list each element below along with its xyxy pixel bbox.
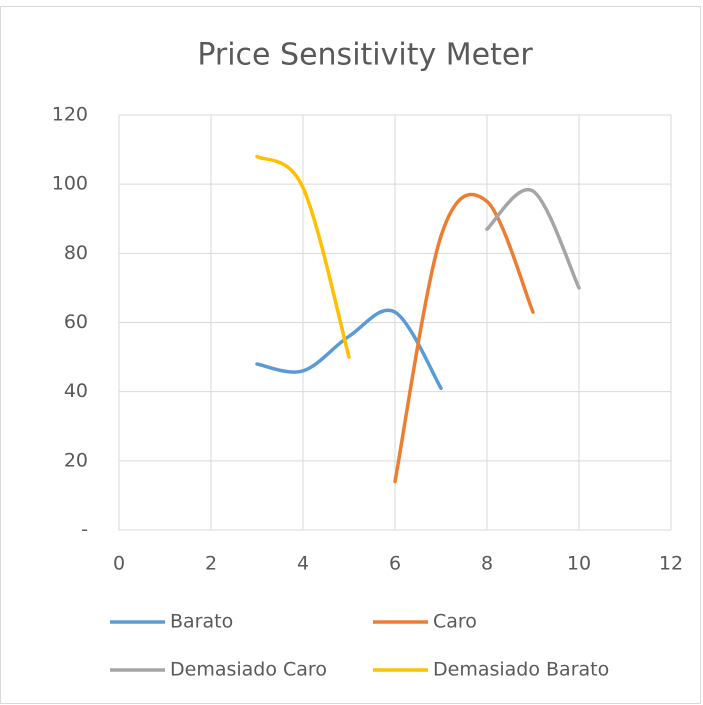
series-line xyxy=(255,154,351,359)
chart-border xyxy=(0,6,701,704)
y-tick-label: 100 xyxy=(52,173,88,195)
chart-title: Price Sensitivity Meter xyxy=(197,38,533,73)
x-tick-label: 0 xyxy=(113,553,125,575)
y-tick-label: - xyxy=(81,519,88,541)
y-tick-label: 80 xyxy=(64,242,88,264)
y-tick-label: 20 xyxy=(64,449,88,471)
x-tick-label: 2 xyxy=(205,553,217,575)
legend-label: Demasiado Barato xyxy=(433,659,609,681)
x-tick-label: 10 xyxy=(567,553,591,575)
series-line xyxy=(393,192,535,484)
y-tick-label: 60 xyxy=(64,311,88,333)
y-tick-label: 120 xyxy=(52,104,88,126)
legend-label: Caro xyxy=(433,611,477,633)
x-tick-label: 4 xyxy=(297,553,309,575)
legend-label: Barato xyxy=(170,611,233,633)
series-line xyxy=(485,187,581,290)
legend-label: Demasiado Caro xyxy=(170,659,327,681)
series-line xyxy=(255,308,443,390)
x-tick-label: 6 xyxy=(389,553,401,575)
y-tick-label: 40 xyxy=(64,380,88,402)
x-tick-label: 8 xyxy=(481,553,493,575)
x-tick-label: 12 xyxy=(659,553,683,575)
